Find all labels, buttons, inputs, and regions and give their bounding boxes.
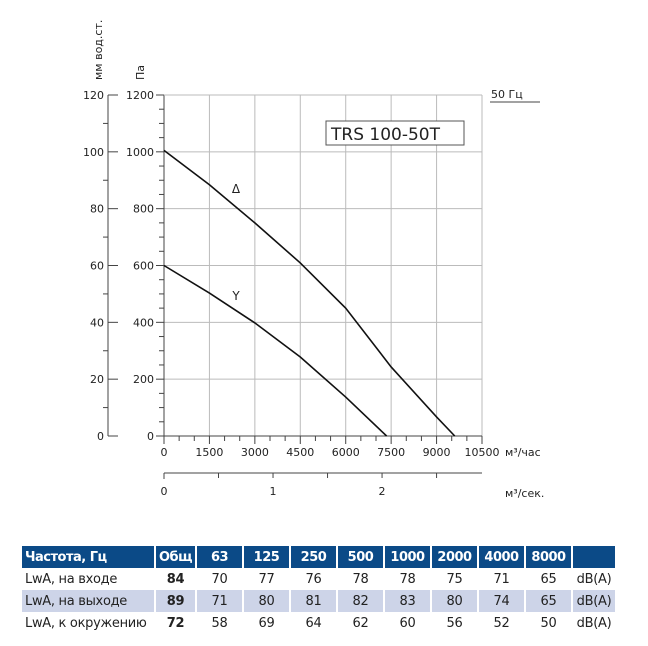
y2-tick-label: 20 bbox=[90, 373, 104, 386]
y-tick-label: 600 bbox=[133, 260, 154, 273]
band-value: 52 bbox=[493, 615, 510, 631]
chart-title: TRS 100-50T bbox=[330, 125, 441, 145]
band-value: 71 bbox=[197, 590, 242, 612]
band-value: 71 bbox=[493, 571, 510, 587]
band-value: 69 bbox=[258, 615, 275, 631]
unit-label: dB(A) bbox=[576, 571, 612, 587]
row-label: LwA, на выходе bbox=[22, 590, 154, 612]
x2-tick-label: 0 bbox=[161, 485, 168, 498]
band-value: 58 bbox=[211, 615, 228, 631]
band-value: 70 bbox=[211, 571, 228, 587]
column-header: 250 bbox=[291, 546, 336, 568]
x-axis-title: м³/час bbox=[505, 446, 541, 459]
y-tick-label: 1000 bbox=[126, 146, 154, 159]
frequency-label: 50 Гц bbox=[491, 88, 523, 101]
unit-label: dB(A) bbox=[573, 590, 615, 612]
y-tick-label: 1200 bbox=[126, 89, 154, 102]
band-value: 76 bbox=[305, 571, 322, 587]
band-value: 82 bbox=[338, 590, 383, 612]
band-value: 64 bbox=[305, 615, 322, 631]
y-axis-title: Па bbox=[134, 65, 147, 80]
band-value: 65 bbox=[540, 571, 557, 587]
y2-tick-label: 100 bbox=[83, 146, 104, 159]
x2-axis-title: м³/сек. bbox=[505, 487, 544, 500]
table-row: LwA, на выходе 89 71 80 81 82 83 80 74 65 dB(A) bbox=[22, 590, 615, 612]
band-value: 80 bbox=[432, 590, 477, 612]
unit-label: dB(A) bbox=[576, 615, 612, 631]
x-tick-label: 1500 bbox=[195, 446, 223, 459]
column-header: 8000 bbox=[526, 546, 571, 568]
x-tick-label: 3000 bbox=[241, 446, 269, 459]
curve-delta bbox=[163, 149, 456, 437]
x-tick-label: 7500 bbox=[377, 446, 405, 459]
curve-label: Y bbox=[231, 289, 240, 303]
band-value: 50 bbox=[540, 615, 557, 631]
x-tick-label: 0 bbox=[161, 446, 168, 459]
x-tick-label: 4500 bbox=[286, 446, 314, 459]
y2-axis-title: мм вод.ст. bbox=[92, 20, 105, 80]
column-header: 2000 bbox=[432, 546, 477, 568]
column-header: 500 bbox=[338, 546, 383, 568]
band-value: 78 bbox=[352, 571, 369, 587]
band-value: 65 bbox=[526, 590, 571, 612]
total-value: 72 bbox=[166, 615, 185, 631]
y-tick-label: 200 bbox=[133, 373, 154, 386]
band-value: 83 bbox=[385, 590, 430, 612]
y-tick-label: 0 bbox=[147, 430, 154, 443]
column-header: Общ bbox=[156, 546, 195, 568]
curve-y bbox=[163, 264, 388, 437]
column-header: 63 bbox=[197, 546, 242, 568]
x-tick-label: 6000 bbox=[332, 446, 360, 459]
x2-tick-label: 2 bbox=[379, 485, 386, 498]
x-tick-label: 10500 bbox=[465, 446, 500, 459]
band-value: 75 bbox=[446, 571, 463, 587]
column-header: 125 bbox=[244, 546, 289, 568]
x-tick-label: 9000 bbox=[423, 446, 451, 459]
band-value: 56 bbox=[446, 615, 463, 631]
sound-power-table: Частота, Гц Общ 63 125 250 500 1000 2000 4000 800… bbox=[20, 546, 617, 634]
column-header: 1000 bbox=[385, 546, 430, 568]
band-value: 60 bbox=[399, 615, 416, 631]
y2-tick-label: 0 bbox=[97, 430, 104, 443]
band-value: 77 bbox=[258, 571, 275, 587]
band-value: 80 bbox=[244, 590, 289, 612]
total-value: 89 bbox=[156, 590, 195, 612]
band-value: 62 bbox=[352, 615, 369, 631]
band-value: 78 bbox=[399, 571, 416, 587]
x2-tick-label: 1 bbox=[270, 485, 277, 498]
band-value: 74 bbox=[479, 590, 524, 612]
table-row: LwA, на входе 84 70 77 76 78 78 75 71 65 dB(A) bbox=[22, 568, 615, 590]
table-row: LwA, к окружению 72 58 69 64 62 60 56 52 50 dB(A) bbox=[22, 612, 615, 634]
row-label: LwA, к окружению bbox=[25, 615, 147, 631]
title-box bbox=[325, 120, 465, 146]
y2-tick-label: 40 bbox=[90, 316, 104, 329]
y-tick-label: 800 bbox=[133, 203, 154, 216]
column-header bbox=[573, 546, 615, 568]
band-value: 81 bbox=[291, 590, 336, 612]
y2-tick-label: 120 bbox=[83, 89, 104, 102]
curve-label: Δ bbox=[232, 182, 241, 196]
total-value: 84 bbox=[166, 571, 185, 587]
y2-tick-label: 80 bbox=[90, 203, 104, 216]
y-tick-label: 400 bbox=[133, 316, 154, 329]
column-header: Частота, Гц bbox=[22, 546, 154, 568]
table-header-row: Частота, Гц Общ 63 125 250 500 1000 2000 4000 800… bbox=[22, 546, 615, 568]
y2-tick-label: 60 bbox=[90, 260, 104, 273]
column-header: 4000 bbox=[479, 546, 524, 568]
row-label: LwA, на входе bbox=[25, 571, 118, 587]
